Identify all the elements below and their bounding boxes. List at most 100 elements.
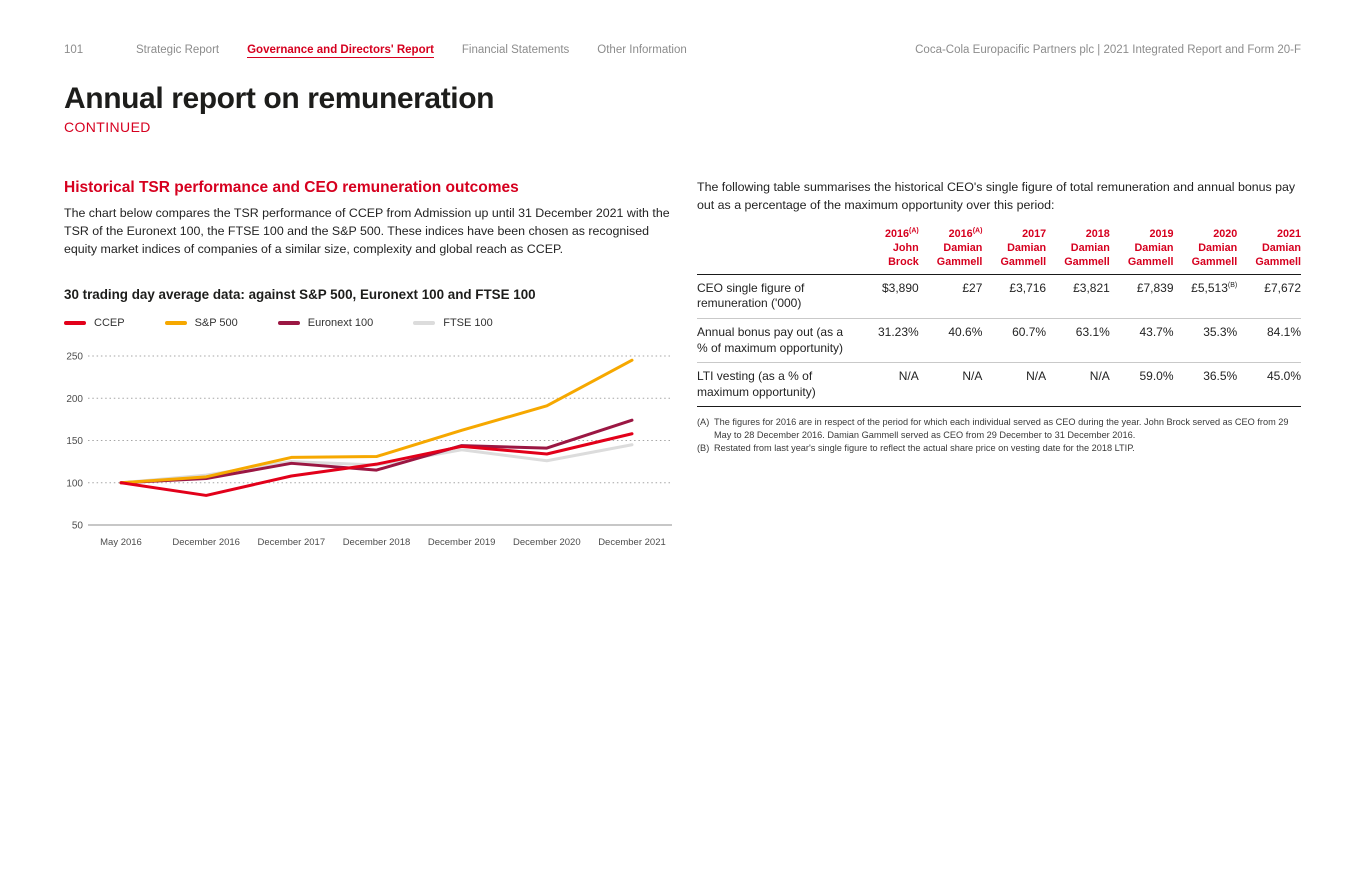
chart-series-euronext-100 bbox=[119, 418, 634, 484]
x-tick-label: December 2018 bbox=[343, 537, 411, 548]
page-header: 101 Strategic Report Governance and Direc… bbox=[64, 44, 1301, 58]
table-cell: £7,839 bbox=[1136, 280, 1174, 295]
section-heading: Historical TSR performance and CEO remun… bbox=[64, 179, 519, 196]
table-cell: 36.5% bbox=[1203, 369, 1238, 384]
table-cell: 63.1% bbox=[1075, 325, 1110, 339]
table-cell: £27 bbox=[962, 280, 983, 295]
x-tick-label: December 2016 bbox=[172, 537, 240, 548]
legend-item: FTSE 100 bbox=[413, 317, 493, 329]
nav-item-2[interactable]: Financial Statements bbox=[461, 44, 570, 56]
x-tick-label: May 2016 bbox=[100, 537, 142, 548]
table-cell: 40.6% bbox=[948, 325, 983, 339]
nav-item-0[interactable]: Strategic Report bbox=[136, 44, 220, 56]
row-label: Annual bonus pay out (as a % of maximum … bbox=[697, 325, 844, 355]
top-nav: Strategic Report Governance and Directors… bbox=[136, 44, 687, 58]
page-subtitle: CONTINUED bbox=[64, 119, 151, 135]
y-tick-label: 100 bbox=[66, 478, 83, 489]
footnote-1: (B) Restated from last year's single figu… bbox=[697, 442, 1301, 455]
legend-swatch-icon bbox=[64, 320, 86, 325]
legend-item: CCEP bbox=[64, 317, 125, 329]
table-cell: $3,890 bbox=[882, 280, 919, 295]
chart-legend: CCEP S&P 500 Euronext 100 FTSE 100 bbox=[64, 317, 674, 329]
legend-item: Euronext 100 bbox=[277, 316, 374, 329]
table-cell: 59.0% bbox=[1139, 369, 1174, 384]
remuneration-table: 2016(A) John Brock 2016(A) Damian Gammell 20… bbox=[697, 227, 1301, 408]
header-footnote-marker: (A) bbox=[908, 227, 919, 235]
table-cell: 60.7% bbox=[1012, 325, 1047, 339]
table-cell: N/A bbox=[1026, 369, 1047, 384]
table-cell: N/A bbox=[1089, 369, 1110, 384]
column-header-3: 2018 Damian Gammell bbox=[1046, 227, 1110, 275]
footnote-text: The figures for 2016 are in respect of t… bbox=[714, 417, 1289, 441]
legend-label: CCEP bbox=[94, 316, 125, 329]
footnote-0: (A) The figures for 2016 are in respect o… bbox=[697, 416, 1301, 442]
nav-item-1[interactable]: Governance and Directors' Report bbox=[247, 44, 434, 58]
tsr-line-chart: 250 200 150 100 50 May 2016 December 2016 Decem… bbox=[66, 351, 672, 548]
table-cell: £3,821 bbox=[1073, 280, 1110, 295]
column-header-2: 2017 Damian Gammell bbox=[982, 227, 1047, 275]
y-tick-label: 50 bbox=[72, 520, 84, 531]
column-header-person: John Brock bbox=[888, 241, 919, 268]
table-row-0: CEO single figure of remuneration ('000)… bbox=[697, 274, 1301, 319]
y-tick-label: 250 bbox=[66, 351, 83, 362]
y-tick-label: 200 bbox=[66, 393, 83, 404]
chart-title: 30 trading day average data: against S&P… bbox=[64, 286, 536, 302]
column-header-0: 2016(A) John Brock bbox=[855, 227, 919, 275]
table-cell: 45.0% bbox=[1266, 369, 1301, 384]
row-label: LTI vesting (as a % of maximum opportuni… bbox=[697, 369, 816, 399]
x-tick-label: December 2019 bbox=[428, 537, 496, 548]
footnotes: (A) The figures for 2016 are in respect o… bbox=[697, 416, 1301, 455]
column-header-person: Damian Gammell bbox=[1191, 241, 1238, 268]
right-column: The following table summarises the histo… bbox=[697, 179, 1301, 553]
footnote-marker: (A) bbox=[697, 417, 710, 428]
legend-item: S&P 500 bbox=[164, 316, 238, 329]
column-header-6: 2021 Damian Gammell bbox=[1237, 227, 1301, 275]
column-header-1: 2016(A) Damian Gammell bbox=[919, 227, 983, 275]
chart-wrap: 250 200 150 100 50 May 2016 December 2016 Decem… bbox=[64, 339, 674, 553]
y-tick-label: 150 bbox=[66, 436, 83, 447]
column-header-person: Damian Gammell bbox=[1064, 241, 1110, 268]
legend-label: Euronext 100 bbox=[307, 316, 374, 329]
table-cell: 84.1% bbox=[1266, 325, 1301, 339]
footnote-text: Restated from last year's single figure … bbox=[714, 443, 1135, 454]
legend-label: S&P 500 bbox=[194, 316, 238, 329]
x-tick-label: December 2017 bbox=[258, 537, 326, 548]
cell-footnote-marker: (B) bbox=[1227, 281, 1238, 289]
page-number: 101 bbox=[64, 44, 84, 56]
column-header-person: Damian Gammell bbox=[936, 241, 983, 268]
legend-label: FTSE 100 bbox=[443, 316, 493, 329]
table-cell: 35.3% bbox=[1203, 325, 1238, 339]
table-cell: £5,513(B) bbox=[1191, 280, 1238, 295]
table-cell: £7,672 bbox=[1264, 280, 1301, 295]
table-cell: N/A bbox=[962, 369, 983, 384]
legend-swatch-icon bbox=[277, 320, 300, 325]
x-tick-label: December 2021 bbox=[598, 537, 666, 548]
brand-text: Coca-Cola Europacific Partners plc | 202… bbox=[915, 44, 1301, 56]
chart-series-s-p-500 bbox=[119, 358, 634, 484]
content-columns: Historical TSR performance and CEO remun… bbox=[64, 179, 1301, 553]
table-header-row: 2016(A) John Brock 2016(A) Damian Gammell 20… bbox=[697, 227, 1301, 275]
table-cell: N/A bbox=[898, 369, 919, 384]
table-corner-cell bbox=[697, 227, 855, 275]
table-row-1: Annual bonus pay out (as a % of maximum … bbox=[697, 319, 1301, 363]
chart-series-ccep bbox=[119, 431, 634, 497]
legend-swatch-icon bbox=[413, 320, 436, 325]
table-intro-paragraph: The following table summarises the histo… bbox=[697, 180, 1296, 212]
x-tick-label: December 2020 bbox=[513, 537, 581, 548]
table-cell: £3,716 bbox=[1009, 280, 1047, 295]
table-cell: 31.23% bbox=[878, 325, 919, 339]
table-row-2: LTI vesting (as a % of maximum opportuni… bbox=[697, 363, 1301, 407]
footnote-marker: (B) bbox=[697, 443, 710, 454]
page-title: Annual report on remuneration bbox=[64, 82, 495, 115]
column-header-4: 2019 Damian Gammell bbox=[1110, 227, 1174, 275]
header-footnote-marker: (A) bbox=[972, 227, 983, 235]
column-header-person: Damian Gammell bbox=[1255, 241, 1301, 268]
table-cell: 43.7% bbox=[1139, 325, 1174, 339]
column-header-person: Damian Gammell bbox=[1000, 241, 1047, 268]
row-label: CEO single figure of remuneration ('000) bbox=[697, 280, 805, 311]
section-paragraph: The chart below compares the TSR perform… bbox=[64, 206, 670, 256]
nav-item-3[interactable]: Other Information bbox=[597, 44, 687, 56]
column-header-person: Damian Gammell bbox=[1127, 241, 1174, 268]
left-column: Historical TSR performance and CEO remun… bbox=[64, 179, 674, 553]
legend-swatch-icon bbox=[164, 320, 187, 325]
